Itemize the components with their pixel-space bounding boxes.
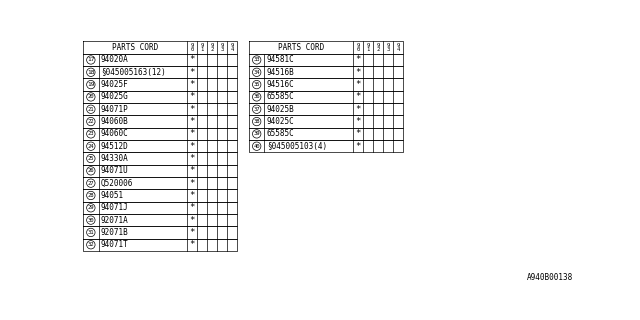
Text: *: * [189, 80, 195, 89]
Text: 4: 4 [230, 47, 234, 52]
Text: 9: 9 [221, 43, 224, 48]
Text: 65585C: 65585C [267, 92, 294, 101]
Text: 33: 33 [253, 58, 260, 62]
Text: *: * [189, 154, 195, 163]
Text: 22: 22 [88, 119, 94, 124]
Text: 9: 9 [190, 43, 194, 48]
Text: *: * [189, 105, 195, 114]
Text: 94330A: 94330A [101, 154, 129, 163]
Text: 2: 2 [376, 47, 380, 52]
Text: 94051: 94051 [101, 191, 124, 200]
Text: 94581C: 94581C [267, 55, 294, 64]
Text: *: * [189, 68, 195, 77]
Text: 25: 25 [88, 156, 94, 161]
Text: 37: 37 [253, 107, 260, 112]
Text: 26: 26 [88, 168, 94, 173]
Text: 94071T: 94071T [101, 240, 129, 249]
Text: 36: 36 [253, 94, 260, 100]
Text: 4: 4 [397, 47, 400, 52]
Text: *: * [189, 129, 195, 138]
Text: 9: 9 [356, 43, 360, 48]
Text: 94025G: 94025G [101, 92, 129, 101]
Text: *: * [189, 203, 195, 212]
Text: 24: 24 [88, 144, 94, 149]
Text: *: * [355, 129, 360, 138]
Text: 29: 29 [88, 205, 94, 210]
Text: 92071B: 92071B [101, 228, 129, 237]
Text: 0: 0 [190, 47, 194, 52]
Text: 9: 9 [397, 43, 400, 48]
Text: Q520006: Q520006 [101, 179, 133, 188]
Text: *: * [189, 179, 195, 188]
Text: 9: 9 [230, 43, 234, 48]
Text: 40: 40 [253, 144, 260, 149]
Text: 3: 3 [387, 47, 390, 52]
Text: *: * [189, 166, 195, 175]
Text: 94020A: 94020A [101, 55, 129, 64]
Text: A940B00138: A940B00138 [527, 273, 573, 282]
Text: 94516B: 94516B [267, 68, 294, 77]
Text: PARTS CORD: PARTS CORD [112, 43, 158, 52]
Text: 94025C: 94025C [267, 117, 294, 126]
Text: 65585C: 65585C [267, 129, 294, 138]
Text: *: * [189, 240, 195, 249]
Text: 34: 34 [253, 70, 260, 75]
Text: 31: 31 [88, 230, 94, 235]
Text: 28: 28 [88, 193, 94, 198]
Text: 9: 9 [366, 43, 369, 48]
Text: *: * [189, 55, 195, 64]
Text: 35: 35 [253, 82, 260, 87]
Text: 9: 9 [376, 43, 380, 48]
Text: 94512D: 94512D [101, 142, 129, 151]
Text: 21: 21 [88, 107, 94, 112]
Text: PARTS CORD: PARTS CORD [278, 43, 324, 52]
Text: *: * [189, 228, 195, 237]
Text: §045005163(12): §045005163(12) [101, 68, 166, 77]
Text: 20: 20 [88, 94, 94, 100]
Text: 3: 3 [221, 47, 224, 52]
Text: 2: 2 [211, 47, 214, 52]
Text: 19: 19 [87, 82, 95, 87]
Text: *: * [355, 142, 360, 151]
Text: 9: 9 [387, 43, 390, 48]
Text: *: * [189, 117, 195, 126]
Text: 94071J: 94071J [101, 203, 129, 212]
Text: 94025B: 94025B [267, 105, 294, 114]
Text: 27: 27 [88, 181, 94, 186]
Text: *: * [189, 216, 195, 225]
Text: *: * [355, 117, 360, 126]
Text: 94516C: 94516C [267, 80, 294, 89]
Text: 1: 1 [200, 47, 204, 52]
Text: 1: 1 [366, 47, 369, 52]
Text: 94025F: 94025F [101, 80, 129, 89]
Text: 18: 18 [87, 70, 95, 75]
Text: *: * [355, 55, 360, 64]
Text: 32: 32 [88, 242, 94, 247]
Text: 94060C: 94060C [101, 129, 129, 138]
Text: 9: 9 [211, 43, 214, 48]
Text: 92071A: 92071A [101, 216, 129, 225]
Text: *: * [355, 92, 360, 101]
Text: §045005103(4): §045005103(4) [267, 142, 327, 151]
Text: 17: 17 [87, 58, 95, 62]
Text: 9: 9 [200, 43, 204, 48]
Text: 94071P: 94071P [101, 105, 129, 114]
Text: *: * [189, 191, 195, 200]
Text: *: * [355, 68, 360, 77]
Text: *: * [189, 142, 195, 151]
Text: *: * [189, 92, 195, 101]
Text: *: * [355, 80, 360, 89]
Text: 94071U: 94071U [101, 166, 129, 175]
Text: 23: 23 [88, 132, 94, 136]
Text: 30: 30 [88, 218, 94, 223]
Text: 0: 0 [356, 47, 360, 52]
Text: 38: 38 [253, 119, 260, 124]
Text: 39: 39 [253, 132, 260, 136]
Text: 94060B: 94060B [101, 117, 129, 126]
Text: *: * [355, 105, 360, 114]
